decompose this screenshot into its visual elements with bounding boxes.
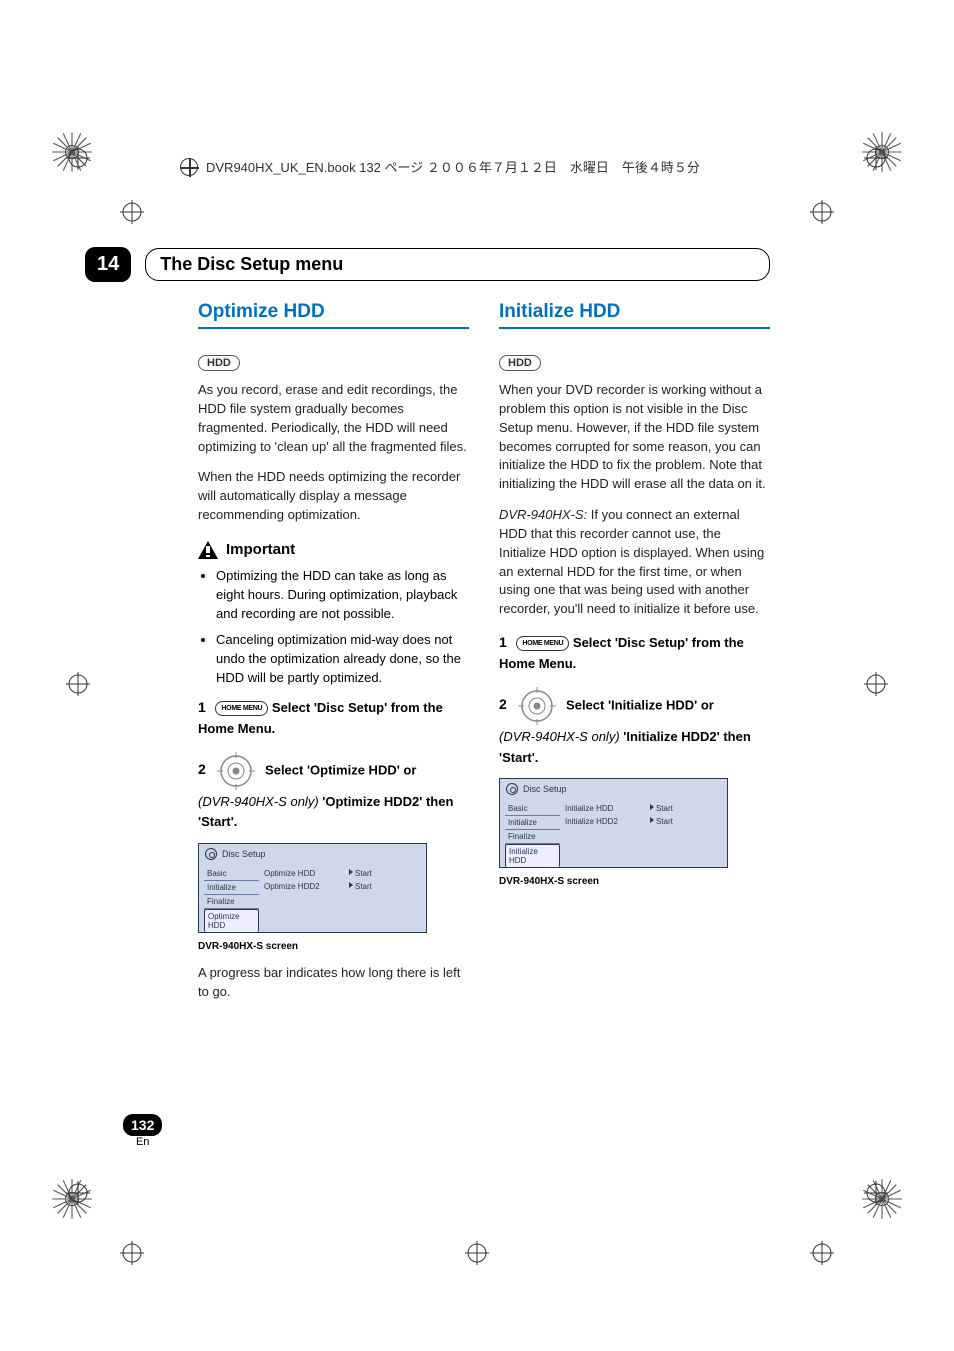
enter-icon [215,750,257,792]
print-header-text: DVR940HX_UK_EN.book 132 ページ ２００６年７月１２日 水… [206,157,700,176]
hdd-badge: HDD [198,355,240,371]
paragraph: When your DVD recorder is working withou… [499,381,770,494]
step-number: 2 [499,696,507,712]
registration-mark [465,1241,489,1265]
registration-mark [864,672,888,696]
step-2: 2 Select 'Initialize HDD' or (DVR-940HX-… [499,685,770,769]
step-italic: (DVR-940HX-S only) [198,794,322,809]
registration-mark [864,1181,888,1205]
registration-mark [66,1181,90,1205]
chapter-number: 14 [85,247,131,282]
paragraph: When the HDD needs optimizing the record… [198,468,469,525]
heading-optimize-hdd: Optimize HDD [198,301,469,329]
ui-action: Start [349,867,421,880]
page-number-block: 132 En [123,1114,162,1148]
ui-title-row: Disc Setup [199,844,426,864]
ui-menu-item: Basic [505,802,560,816]
triangle-icon [650,804,654,810]
ui-option: Optimize HDD2 [264,880,339,893]
step-number: 1 [198,699,206,715]
ui-action: Start [349,880,421,893]
home-menu-badge: HOME MENU [516,636,569,651]
ui-right-menu: Start Start [645,799,727,867]
ui-option: Initialize HDD [565,802,640,815]
important-label: Important [226,541,295,558]
ui-mid-menu: Initialize HDD Initialize HDD2 [560,799,645,867]
triangle-icon [349,882,353,888]
registration-mark [810,1241,834,1265]
step-text: Select 'Initialize HDD' or [566,697,714,712]
disc-icon [205,848,217,860]
paragraph: A progress bar indicates how long there … [198,964,469,1002]
bullet-item: Canceling optimization mid-way does not … [216,631,469,688]
paragraph: As you record, erase and edit recordings… [198,381,469,456]
registration-mark [66,672,90,696]
ui-left-menu: Basic Initialize Finalize Initialize HDD [500,799,560,867]
left-column: Optimize HDD HDD As you record, erase an… [198,295,469,1014]
print-header: DVR940HX_UK_EN.book 132 ページ ２００６年７月１２日 水… [180,157,700,176]
step-1: 1 HOME MENU Select 'Disc Setup' from the… [198,696,469,740]
bullet-item: Optimizing the HDD can take as long as e… [216,567,469,624]
ui-option: Optimize HDD [264,867,339,880]
bullet-list: Optimizing the HDD can take as long as e… [198,567,469,688]
screenshot-caption: DVR-940HX-S screen [499,876,770,887]
ui-action: Start [650,815,722,828]
paragraph-text: If you connect an external HDD that this… [499,507,764,616]
model-prefix: DVR-940HX-S: [499,507,591,522]
heading-initialize-hdd: Initialize HDD [499,301,770,329]
page-lang: En [136,1136,149,1148]
ui-menu-item-selected: Optimize HDD [204,909,259,932]
step-1: 1 HOME MENU Select 'Disc Setup' from the… [499,631,770,675]
chapter-bar: 14 The Disc Setup menu [85,247,770,282]
ui-title-row: Disc Setup [500,779,727,799]
hdd-badge: HDD [499,355,541,371]
home-menu-badge: HOME MENU [215,701,268,716]
ui-menu-item: Finalize [204,895,259,909]
ui-right-menu: Start Start [344,864,426,932]
registration-mark [66,146,90,170]
ui-mid-menu: Optimize HDD Optimize HDD2 [259,864,344,932]
ui-screenshot-initialize: Disc Setup Basic Initialize Finalize Ini… [499,778,728,868]
ui-left-menu: Basic Initialize Finalize Optimize HDD [199,864,259,932]
registration-mark [810,200,834,224]
page-number: 132 [123,1114,162,1136]
paragraph: DVR-940HX-S: If you connect an external … [499,506,770,619]
ui-menu-item: Initialize [204,881,259,895]
ui-menu-item-selected: Initialize HDD [505,844,560,867]
ui-title: Disc Setup [222,849,266,859]
triangle-icon [349,869,353,875]
ui-menu-item: Initialize [505,816,560,830]
chapter-title: The Disc Setup menu [145,248,770,281]
ui-title: Disc Setup [523,784,567,794]
registration-mark [864,146,888,170]
ui-screenshot-optimize: Disc Setup Basic Initialize Finalize Opt… [198,843,427,933]
step-text: Select 'Optimize HDD' or [265,762,416,777]
important-heading: Important [198,541,469,559]
ui-action: Start [650,802,722,815]
ui-menu-item: Finalize [505,830,560,844]
warning-icon [198,541,218,559]
ui-menu-item: Basic [204,867,259,881]
ui-option: Initialize HDD2 [565,815,640,828]
registration-mark [120,200,144,224]
right-column: Initialize HDD HDD When your DVD recorde… [499,295,770,1014]
triangle-icon [650,817,654,823]
step-italic: (DVR-940HX-S only) [499,729,623,744]
enter-icon [516,685,558,727]
step-2: 2 Select 'Optimize HDD' or (DVR-940HX-S … [198,750,469,834]
disc-icon [506,783,518,795]
step-number: 1 [499,634,507,650]
book-icon [180,158,198,176]
step-number: 2 [198,761,206,777]
registration-mark [120,1241,144,1265]
screenshot-caption: DVR-940HX-S screen [198,941,469,952]
